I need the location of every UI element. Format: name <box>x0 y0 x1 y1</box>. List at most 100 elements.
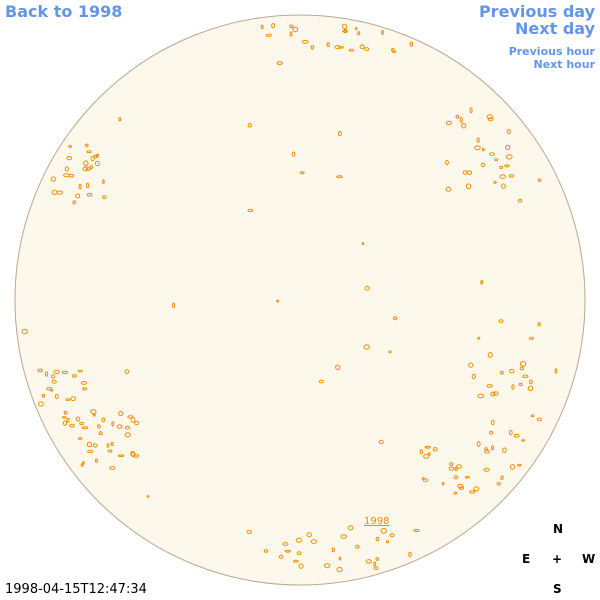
contour <box>364 47 370 52</box>
contour <box>448 466 455 471</box>
contour <box>500 370 504 375</box>
contour <box>56 190 64 195</box>
contour <box>335 364 341 371</box>
contour <box>522 374 529 378</box>
compass-west: W <box>582 552 596 566</box>
contour <box>106 443 110 448</box>
contour <box>462 170 468 175</box>
contour <box>72 200 76 205</box>
contour <box>338 46 344 49</box>
contour <box>292 26 299 33</box>
back-link[interactable]: Back to 1998 <box>5 2 123 21</box>
contour <box>66 156 73 161</box>
contour <box>336 567 343 573</box>
contour <box>51 374 56 379</box>
next-hour-link[interactable]: Next hour <box>533 58 596 71</box>
contour <box>276 299 280 303</box>
contour <box>90 409 97 415</box>
contour <box>337 130 342 137</box>
contour <box>318 379 324 384</box>
contour <box>501 183 506 189</box>
contour <box>392 316 398 321</box>
disk-year-link[interactable]: 1998 <box>364 516 390 527</box>
contour <box>521 439 526 442</box>
contour <box>79 421 84 426</box>
contour <box>247 208 254 213</box>
contour <box>338 556 342 561</box>
contour <box>530 414 535 418</box>
contour <box>118 117 122 122</box>
contour <box>61 416 67 419</box>
contour <box>363 344 370 350</box>
contour <box>117 454 125 458</box>
contour <box>46 387 53 391</box>
contour <box>457 484 464 489</box>
contour <box>336 175 343 179</box>
contour <box>364 285 370 291</box>
contour <box>441 482 445 486</box>
contour <box>486 384 493 388</box>
contour <box>62 420 68 426</box>
contour <box>493 181 497 184</box>
contour <box>84 143 89 148</box>
contour <box>92 413 96 417</box>
contour <box>499 165 504 170</box>
next-day-link[interactable]: Next day <box>515 19 595 38</box>
contour <box>78 183 82 190</box>
previous-hour-link[interactable]: Previous hour <box>508 45 595 58</box>
contour <box>494 158 499 162</box>
contour <box>445 186 452 192</box>
contour <box>83 160 89 167</box>
contour <box>517 198 523 203</box>
contour <box>487 117 494 122</box>
contour <box>284 549 291 553</box>
contour <box>127 415 134 419</box>
contour <box>118 411 124 417</box>
contour <box>459 117 463 123</box>
contour <box>476 441 481 447</box>
contour <box>375 536 380 542</box>
contour <box>111 421 115 427</box>
contour <box>480 280 484 285</box>
contour <box>453 491 458 495</box>
contour <box>86 441 93 448</box>
contour <box>455 114 460 119</box>
contour <box>355 544 360 549</box>
contour <box>86 150 92 154</box>
contour <box>496 482 501 486</box>
contour <box>265 33 272 37</box>
contour <box>357 31 361 36</box>
contour <box>282 542 289 546</box>
contour <box>499 174 507 179</box>
contour <box>260 24 264 30</box>
contour <box>109 466 116 470</box>
contour <box>80 463 84 467</box>
contour <box>293 559 299 563</box>
contour <box>343 28 348 34</box>
contour <box>490 391 496 397</box>
timestamp: 1998-04-15T12:47:34 <box>5 582 147 597</box>
contour <box>70 396 76 402</box>
contour <box>289 24 294 29</box>
contour <box>529 379 533 385</box>
contour <box>413 529 420 532</box>
contour <box>380 527 387 534</box>
contour <box>61 370 69 374</box>
contour <box>537 322 541 327</box>
compass-east: E <box>522 552 531 566</box>
contour <box>86 192 93 197</box>
contour <box>536 417 542 422</box>
contour <box>449 462 454 467</box>
contour <box>50 176 56 182</box>
contour <box>92 443 98 448</box>
previous-day-link[interactable]: Previous day <box>478 2 595 21</box>
contour <box>246 529 252 534</box>
compass-north: N <box>553 522 564 536</box>
contour <box>53 369 60 374</box>
contour <box>68 144 72 148</box>
contour <box>107 449 113 453</box>
contour <box>361 242 365 246</box>
contour <box>116 424 123 429</box>
contour <box>381 30 384 35</box>
